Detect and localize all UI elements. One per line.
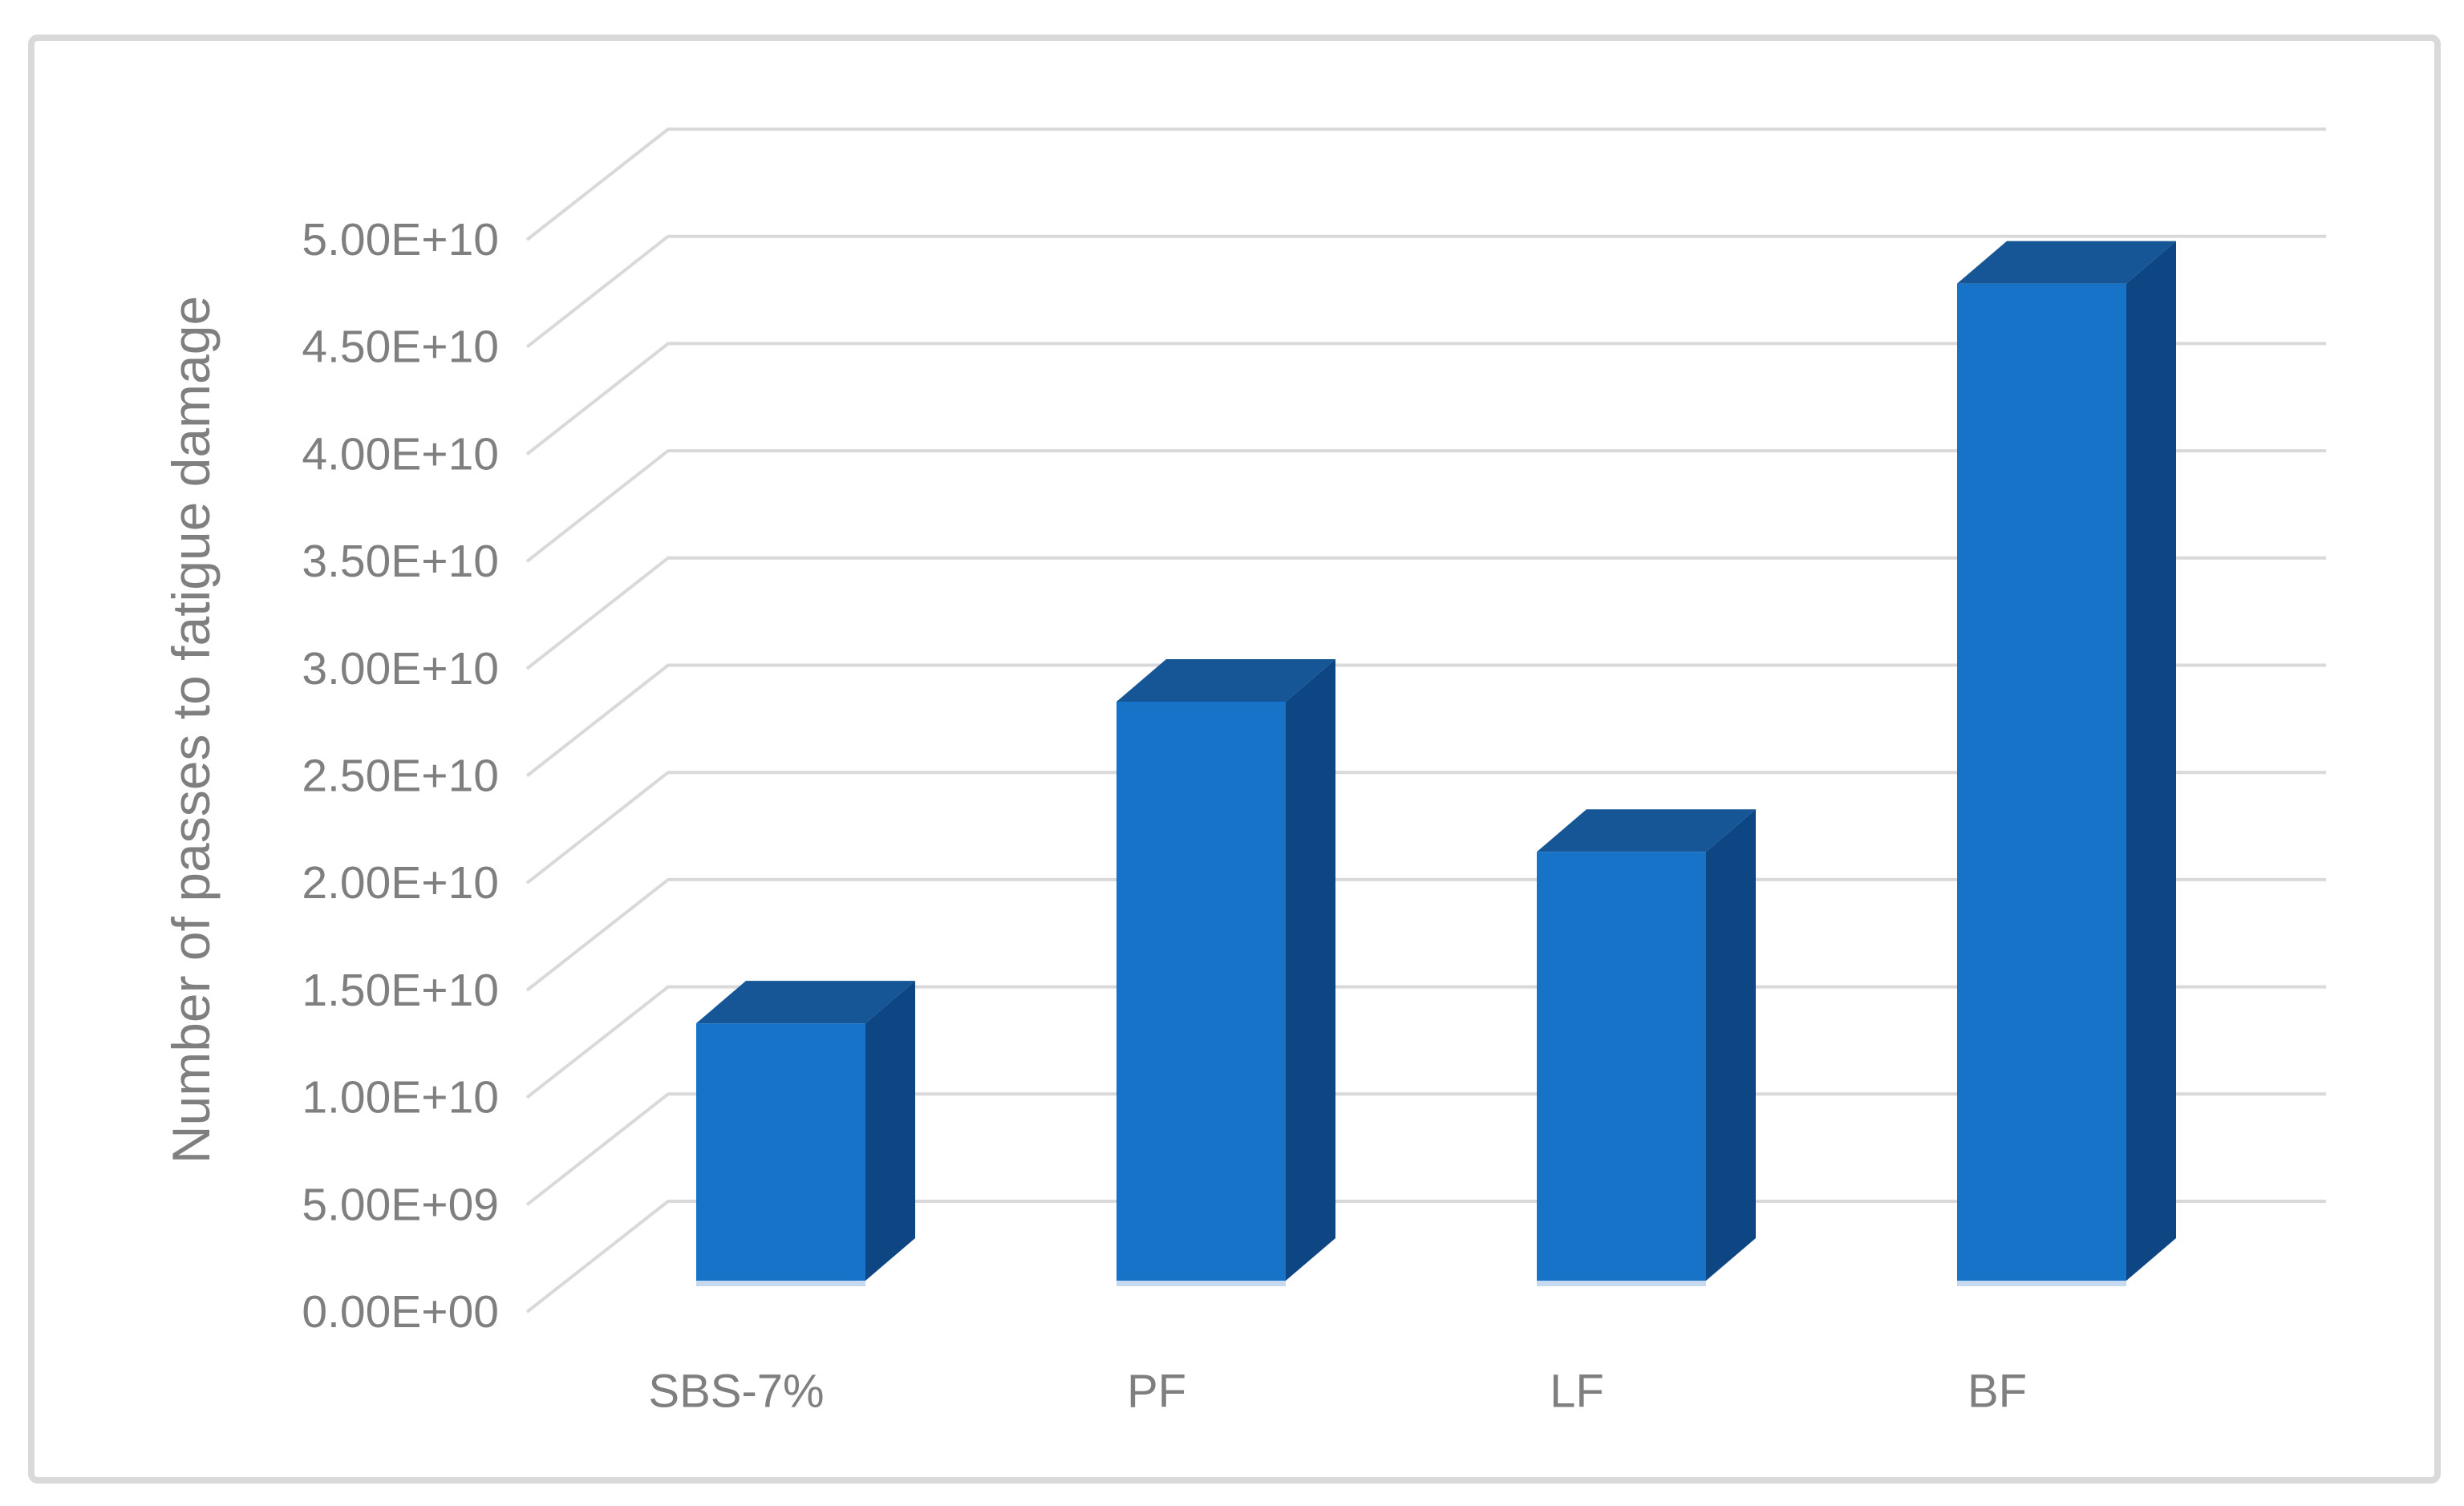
bar-front-face [1957, 283, 2126, 1281]
gridline [525, 1200, 2326, 1314]
y-tick-label: 2.50E+10 [302, 751, 499, 802]
bar-side-face [865, 981, 915, 1281]
bar-side-face [2126, 241, 2176, 1281]
gridline [525, 663, 2326, 778]
bar-base-highlight [1957, 1281, 2126, 1286]
bar-top-face [696, 981, 915, 1024]
bar-top-face [1957, 241, 2176, 284]
bar-base-highlight [1537, 1281, 1706, 1286]
bar-SBS-7% [696, 981, 915, 1286]
bar-side-face [1286, 659, 1335, 1281]
y-axis-title: Number of passes to fatigue damage [161, 296, 221, 1164]
y-tick-label: 1.00E+10 [302, 1072, 499, 1123]
y-tick-label: 0.00E+00 [302, 1286, 499, 1338]
y-tick-label: 2.00E+10 [302, 857, 499, 909]
gridline [525, 449, 2326, 563]
gridline [525, 985, 2326, 1099]
gridline [525, 342, 2326, 455]
bar-top-face [1537, 809, 1756, 852]
gridline [525, 128, 2326, 241]
bar-side-face [1706, 809, 1756, 1281]
gridline [525, 771, 2326, 885]
y-tick-label: 3.50E+10 [302, 536, 499, 587]
x-category-label: PF [1127, 1366, 1186, 1418]
gridline [525, 877, 2326, 992]
bar-base-highlight [696, 1281, 865, 1286]
x-category-label: BF [1968, 1366, 2027, 1418]
bar-LF [1537, 809, 1756, 1286]
gridline [525, 1092, 2326, 1206]
gridline [525, 234, 2326, 349]
y-tick-label: 5.00E+09 [302, 1179, 499, 1230]
x-category-label: SBS-7% [648, 1366, 824, 1418]
bar-top-face [1116, 659, 1335, 702]
y-tick-label: 1.50E+10 [302, 965, 499, 1016]
bar-base-highlight [1116, 1281, 1286, 1286]
bar-front-face [696, 1023, 865, 1281]
figure-border [28, 34, 2441, 1484]
bar-front-face [1537, 852, 1706, 1281]
bar-front-face [1116, 702, 1286, 1281]
gridline [525, 556, 2326, 670]
y-tick-label: 3.00E+10 [302, 643, 499, 694]
bar-PF [1116, 659, 1335, 1286]
x-category-label: LF [1550, 1366, 1604, 1418]
y-tick-label: 4.50E+10 [302, 322, 499, 373]
y-tick-label: 5.00E+10 [302, 214, 499, 265]
bar-BF [1957, 241, 2176, 1286]
y-tick-label: 4.00E+10 [302, 428, 499, 480]
